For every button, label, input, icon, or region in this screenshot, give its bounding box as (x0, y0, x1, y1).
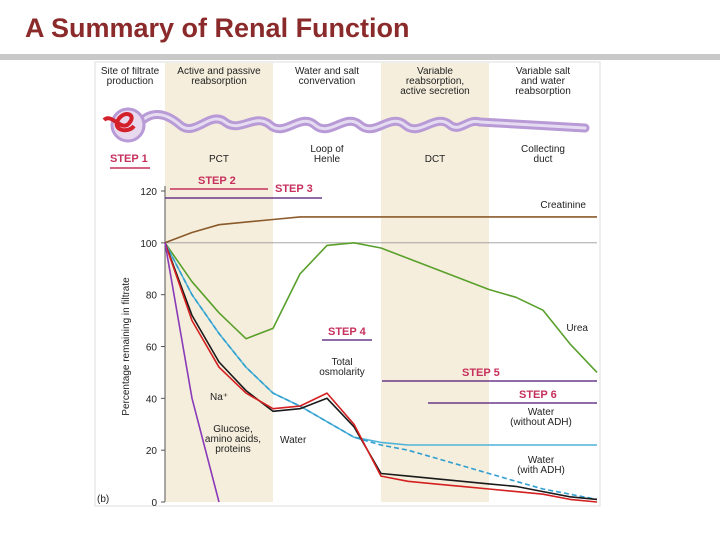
annotation-box: Water (280, 436, 307, 446)
region-function-box: Variable reabsorption, active secretion (400, 67, 470, 97)
glomerulus (102, 112, 136, 133)
region-function-box: Water and salt convervation (294, 67, 360, 87)
series-label-box: Glucose, amino acids, proteins (204, 425, 262, 455)
series-label: Na⁺ (210, 393, 229, 403)
y-tick-label: 60 (146, 343, 158, 354)
region-label: DCT (424, 155, 446, 165)
site-header: Site of filtrate production (100, 67, 160, 87)
region-label: Collecting duct (521, 145, 565, 165)
region-label: PCT (209, 155, 229, 165)
tubule-lumen (136, 113, 587, 131)
series-label: Urea (566, 324, 588, 334)
region-function-box: Variable salt and water reabsorption (515, 67, 571, 97)
series-line (164, 242, 597, 446)
series-label-box: Urea (566, 324, 588, 334)
region-function: Variable salt and water reabsorption (515, 67, 571, 97)
series-line (164, 242, 598, 373)
step-label: STEP 1 (110, 153, 148, 165)
series-label-box: Water (without ADH) (510, 408, 572, 428)
region-label-box: Loop of Henle (310, 145, 344, 165)
region-label-box: Collecting duct (521, 145, 565, 165)
step-label: STEP 4 (328, 326, 367, 338)
region-label-box: DCT (424, 155, 446, 165)
panel-label: (b) (97, 494, 109, 505)
series-label: Water (without ADH) (510, 408, 572, 428)
series-line (164, 242, 598, 501)
series-label: Water (with ADH) (517, 456, 565, 476)
y-tick-label: 40 (146, 394, 158, 405)
y-tick-label: 0 (151, 498, 157, 509)
series-label-box: Water (with ADH) (517, 456, 565, 476)
step-label: STEP 6 (519, 389, 557, 401)
y-tick-label: 120 (140, 187, 157, 198)
annotation: Water (280, 436, 307, 446)
region-function-box: Active and passive reabsorption (177, 67, 261, 87)
series-line (164, 242, 598, 501)
series-label: Creatinine (540, 201, 586, 211)
step-label: STEP 2 (198, 175, 236, 187)
step-label: STEP 3 (275, 183, 313, 195)
series-line (164, 242, 598, 503)
series-label: Glucose, amino acids, proteins (204, 425, 262, 455)
slide-title: A Summary of Renal Function (25, 13, 410, 43)
series-label-box: Total osmolarity (319, 358, 365, 378)
series-label: Total osmolarity (319, 358, 365, 378)
series-label-box: Creatinine (540, 201, 586, 211)
region-function: Active and passive reabsorption (177, 67, 261, 87)
title-rule (0, 54, 720, 60)
region-band (165, 63, 273, 502)
series-line (164, 242, 220, 503)
region-function: Water and salt convervation (294, 67, 360, 87)
site-header-box: Site of filtrate production (100, 67, 160, 87)
y-tick-label: 80 (146, 291, 158, 302)
series-label-box: Na⁺ (210, 393, 229, 403)
region-label: Loop of Henle (310, 145, 344, 165)
region-function: Variable reabsorption, active secretion (400, 67, 470, 97)
nephron-illustration (102, 107, 590, 143)
series-line (164, 216, 597, 244)
y-axis-label: Percentage remaining in filtrate (121, 277, 132, 416)
y-tick-label: 20 (146, 446, 158, 457)
step-label: STEP 5 (462, 367, 500, 379)
region-label-box: PCT (209, 155, 229, 165)
y-tick-label: 100 (140, 239, 157, 250)
